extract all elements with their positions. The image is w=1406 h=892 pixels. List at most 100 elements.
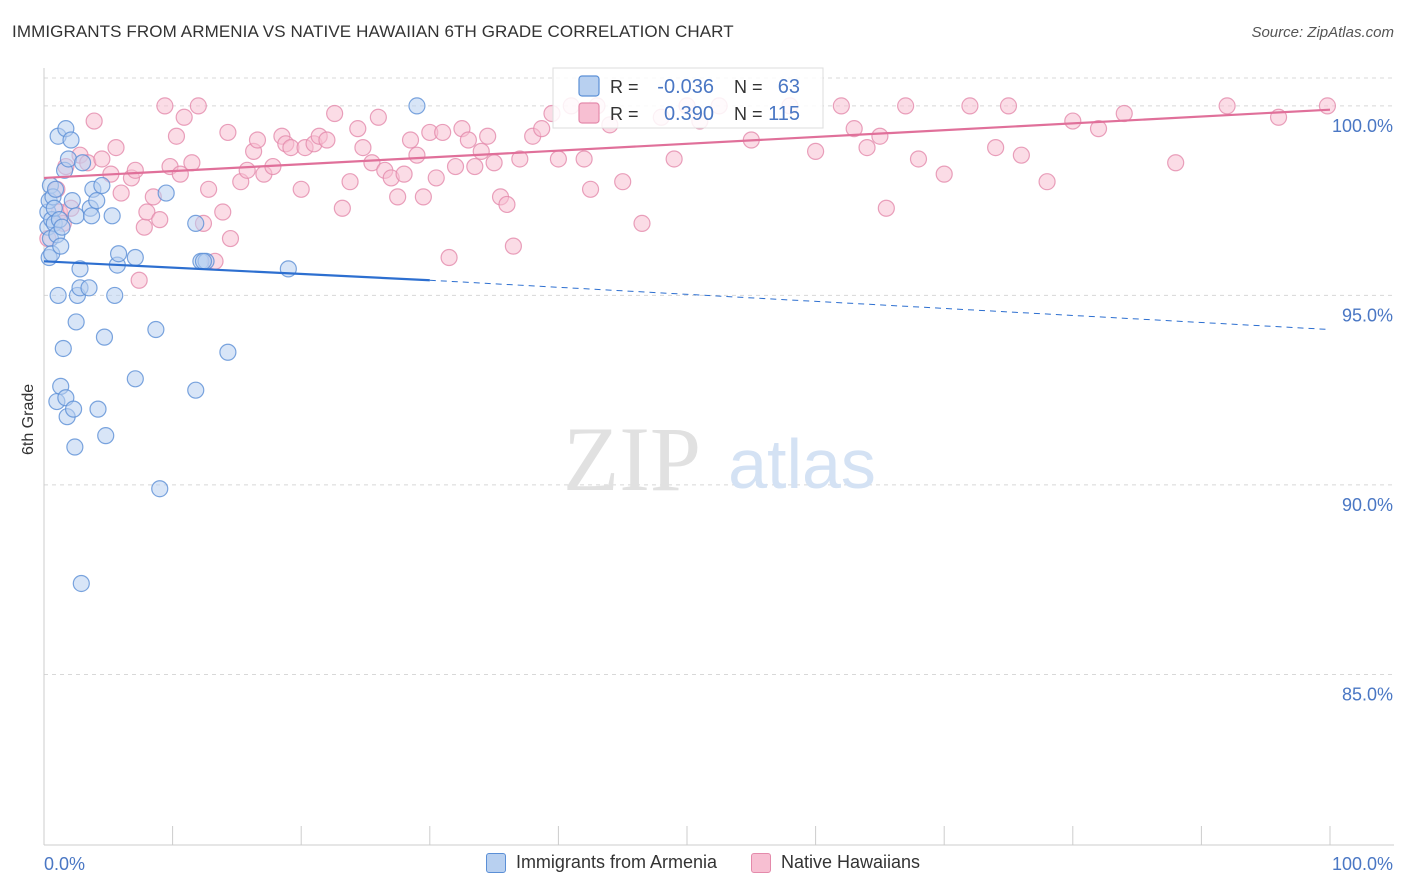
bottom-legend: Immigrants from Armenia Native Hawaiians bbox=[0, 852, 1406, 873]
point-native-hawaiian bbox=[858, 138, 876, 157]
point-native-hawaiian bbox=[126, 161, 144, 179]
point-native-hawaiian bbox=[1038, 173, 1056, 191]
point-native-hawaiian bbox=[533, 120, 551, 138]
point-native-hawaiian bbox=[1115, 104, 1133, 123]
point-native-hawaiian bbox=[341, 173, 359, 191]
point-native-hawaiian bbox=[363, 154, 381, 172]
series-native-hawaiians bbox=[39, 97, 1337, 289]
point-native-hawaiian bbox=[806, 142, 825, 160]
y-tick-label: 95.0% bbox=[1342, 305, 1393, 325]
series-armenia bbox=[39, 97, 426, 593]
point-armenia bbox=[106, 286, 124, 305]
point-native-hawaiian bbox=[897, 97, 915, 115]
point-native-hawaiian bbox=[395, 165, 413, 183]
point-armenia bbox=[151, 480, 169, 498]
point-armenia bbox=[89, 400, 107, 418]
stats-n-label-armenia: N = bbox=[734, 77, 763, 97]
point-armenia bbox=[219, 343, 237, 361]
trend-layer bbox=[43, 108, 1331, 331]
point-native-hawaiian bbox=[485, 154, 503, 172]
point-native-hawaiian bbox=[987, 138, 1005, 157]
point-native-hawaiian bbox=[93, 150, 111, 168]
point-native-hawaiian bbox=[112, 184, 130, 202]
y-tick-label: 100.0% bbox=[1332, 116, 1393, 136]
point-native-hawaiian bbox=[326, 104, 344, 123]
point-armenia bbox=[109, 245, 128, 263]
stats-n-value-armenia: 63 bbox=[778, 76, 800, 98]
point-native-hawaiian bbox=[459, 131, 477, 149]
point-native-hawaiian bbox=[961, 97, 979, 115]
legend-label-armenia: Immigrants from Armenia bbox=[515, 852, 717, 872]
axes-layer: 85.0% 90.0% 95.0% 100.0% 0.0% 100.0% bbox=[43, 68, 1394, 874]
point-native-hawaiian bbox=[1089, 120, 1108, 138]
point-native-hawaiian bbox=[414, 188, 432, 206]
point-armenia bbox=[147, 320, 165, 339]
point-armenia bbox=[54, 339, 72, 358]
point-native-hawaiian bbox=[479, 127, 497, 145]
point-armenia bbox=[88, 192, 106, 210]
point-native-hawaiian bbox=[349, 120, 367, 138]
source-label: Source: ZipAtlas.com bbox=[1251, 24, 1394, 41]
point-native-hawaiian bbox=[871, 127, 889, 145]
point-armenia bbox=[59, 150, 78, 168]
point-native-hawaiian bbox=[354, 138, 372, 157]
point-native-hawaiian bbox=[292, 180, 310, 198]
point-native-hawaiian bbox=[446, 157, 465, 176]
point-native-hawaiian bbox=[238, 161, 256, 179]
point-native-hawaiian bbox=[389, 188, 407, 206]
point-armenia bbox=[80, 279, 98, 297]
point-native-hawaiian bbox=[175, 108, 193, 126]
point-native-hawaiian bbox=[107, 138, 125, 157]
point-armenia bbox=[67, 313, 85, 331]
point-armenia bbox=[73, 154, 92, 172]
stats-r-value-armenia: -0.036 bbox=[657, 76, 714, 98]
stats-r-label-armenia: R = bbox=[610, 77, 639, 97]
point-armenia bbox=[95, 328, 114, 346]
y-tick-label: 90.0% bbox=[1342, 495, 1393, 515]
legend-item-armenia[interactable]: Immigrants from Armenia bbox=[485, 852, 717, 873]
chart-title: IMMIGRANTS FROM ARMENIA VS NATIVE HAWAII… bbox=[12, 22, 734, 41]
stats-swatch-armenia bbox=[578, 75, 600, 97]
point-armenia bbox=[49, 286, 67, 305]
point-armenia bbox=[103, 207, 121, 225]
watermark-atlas: atlas bbox=[728, 425, 876, 503]
point-native-hawaiian bbox=[434, 123, 452, 142]
point-armenia bbox=[82, 207, 101, 225]
point-native-hawaiian bbox=[214, 203, 232, 221]
trend-line-native-hawaiians bbox=[43, 108, 1331, 180]
point-armenia bbox=[53, 218, 71, 236]
point-native-hawaiian bbox=[498, 195, 516, 214]
point-armenia bbox=[46, 180, 65, 198]
point-armenia bbox=[52, 237, 70, 255]
point-armenia bbox=[408, 97, 426, 115]
point-native-hawaiian bbox=[248, 131, 267, 149]
stats-r-value-native-hawaiians: 0.390 bbox=[664, 103, 714, 125]
stats-swatch-native-hawaiians bbox=[578, 102, 600, 124]
trend-line-armenia-extrapolated bbox=[429, 279, 1331, 331]
point-armenia bbox=[187, 381, 205, 399]
point-native-hawaiian bbox=[614, 173, 632, 191]
y-tick-label: 85.0% bbox=[1342, 684, 1393, 704]
point-armenia bbox=[66, 438, 84, 456]
point-armenia bbox=[72, 574, 90, 593]
x-tick-label: 0.0% bbox=[44, 854, 85, 874]
point-native-hawaiian bbox=[575, 150, 593, 168]
point-native-hawaiian bbox=[472, 142, 490, 160]
point-native-hawaiian bbox=[511, 150, 529, 168]
legend-swatch-native-hawaiians bbox=[751, 852, 771, 873]
trend-line-armenia bbox=[43, 260, 430, 282]
point-armenia bbox=[126, 248, 144, 267]
point-native-hawaiian bbox=[935, 165, 953, 183]
stats-n-label-native-hawaiians: N = bbox=[734, 104, 763, 124]
point-armenia bbox=[157, 184, 175, 202]
point-native-hawaiian bbox=[85, 112, 103, 130]
point-native-hawaiian bbox=[440, 248, 458, 267]
point-native-hawaiian bbox=[909, 150, 928, 168]
point-native-hawaiian bbox=[130, 271, 148, 289]
point-native-hawaiian bbox=[549, 150, 568, 168]
point-armenia bbox=[63, 192, 81, 210]
legend-item-native-hawaiians[interactable]: Native Hawaiians bbox=[751, 852, 920, 873]
point-native-hawaiian bbox=[183, 154, 201, 172]
x-tick-label: 100.0% bbox=[1332, 854, 1393, 874]
